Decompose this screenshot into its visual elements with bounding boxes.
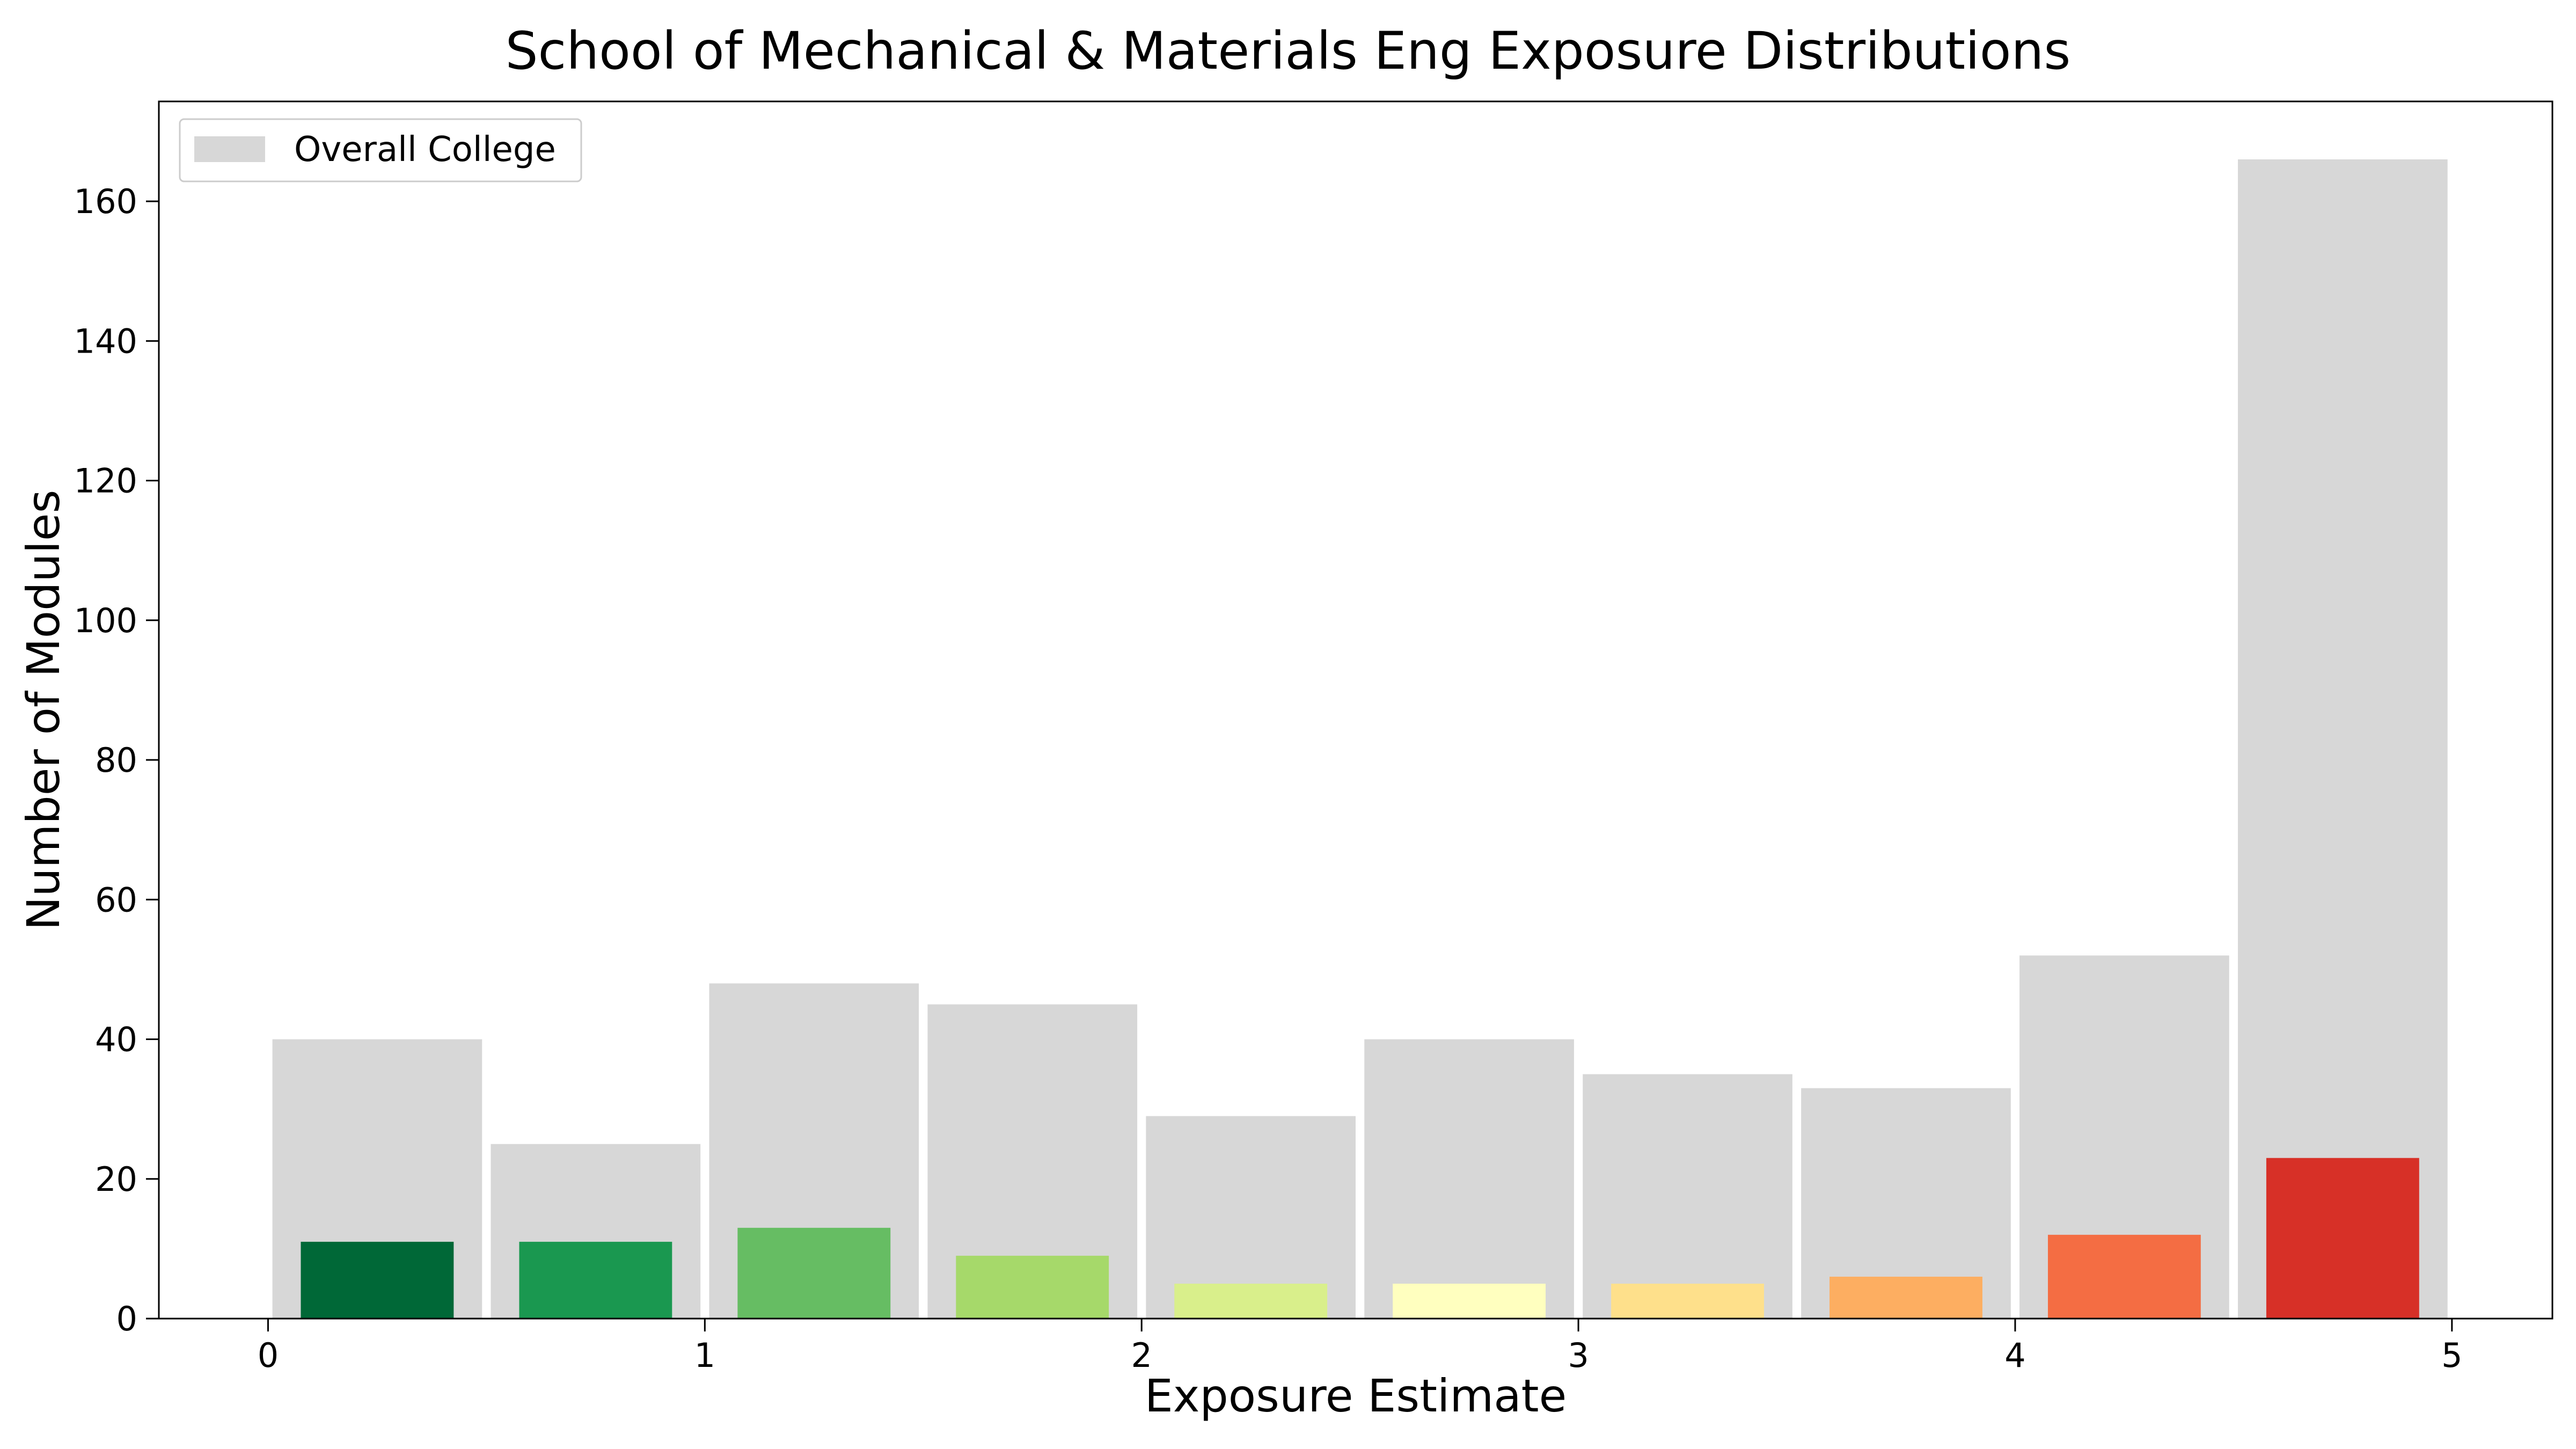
- x-axis-label: Exposure Estimate: [1145, 1370, 1567, 1422]
- x-tick-label: 1: [694, 1336, 715, 1375]
- x-tick-label: 5: [2441, 1336, 2462, 1375]
- legend-label-overall-college: Overall College: [294, 130, 556, 170]
- school-bar: [737, 1227, 891, 1319]
- y-tick-label: 0: [116, 1299, 137, 1338]
- school-bars: [301, 1158, 2419, 1319]
- x-tick-label: 0: [258, 1336, 279, 1375]
- school-bar: [519, 1241, 672, 1319]
- legend-swatch-overall-college: [194, 136, 265, 162]
- overall-bar: [2238, 159, 2448, 1319]
- chart-title: School of Mechanical & Materials Eng Exp…: [506, 21, 2071, 81]
- school-bar: [1829, 1276, 1982, 1319]
- x-tick-label: 2: [1131, 1336, 1152, 1375]
- legend-box: [179, 118, 582, 182]
- school-bar: [1174, 1283, 1328, 1319]
- x-axis-ticks: 0 1 2 3 4 5: [258, 1319, 2463, 1375]
- y-tick-label: 140: [74, 321, 137, 361]
- y-tick-label: 60: [95, 880, 137, 919]
- x-tick-label: 3: [1568, 1336, 1589, 1375]
- school-bar: [2266, 1158, 2419, 1319]
- y-axis-label: Number of Modules: [17, 489, 70, 930]
- y-tick-label: 160: [74, 182, 137, 221]
- school-bar: [1393, 1283, 1546, 1319]
- school-bar: [2047, 1234, 2201, 1319]
- y-tick-label: 20: [95, 1160, 137, 1199]
- plot-frame: [158, 100, 2553, 1320]
- y-tick-label: 40: [95, 1020, 137, 1059]
- school-bar: [301, 1241, 454, 1319]
- y-tick-label: 120: [74, 462, 137, 501]
- x-tick-label: 4: [2004, 1336, 2025, 1375]
- y-tick-label: 80: [95, 741, 137, 780]
- overall-bar: [1364, 1039, 1574, 1319]
- y-tick-label: 100: [74, 601, 137, 640]
- overall-bar: [1583, 1074, 1792, 1319]
- legend: Overall College: [179, 118, 582, 182]
- school-bar: [1611, 1283, 1764, 1319]
- overall-college-bars: [272, 159, 2448, 1319]
- school-bar: [956, 1255, 1109, 1319]
- y-axis-ticks: 0 20 40 60 80 100 120 140 160: [74, 182, 159, 1338]
